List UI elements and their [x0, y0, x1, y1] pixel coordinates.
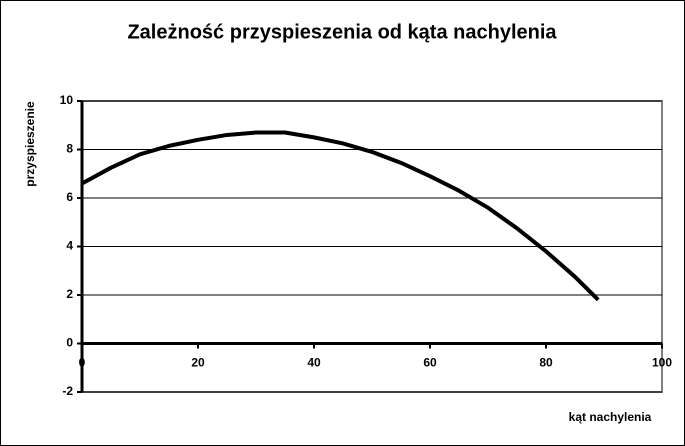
y-tick-label: 10: [60, 93, 74, 107]
x-tick-label: 80: [539, 356, 553, 370]
y-tick-label: 4: [66, 239, 73, 253]
x-axis-label: kąt nachylenia: [569, 410, 652, 424]
y-tick-label: 6: [66, 190, 73, 204]
y-tick-label: 8: [66, 142, 73, 156]
chart-title: Zależność przyspieszenia od kąta nachyle…: [127, 21, 557, 43]
x-tick-label: 60: [423, 356, 437, 370]
x-tick-label: 20: [191, 356, 205, 370]
y-tick-label: -2: [62, 384, 73, 398]
y-axis-label: przyspieszenie: [23, 101, 37, 187]
x-tick-label: 100: [652, 356, 672, 370]
y-tick-label: 0: [66, 336, 73, 350]
data-line: [81, 130, 600, 302]
x-tick-label: 40: [307, 356, 321, 370]
y-tick-label: 2: [66, 287, 73, 301]
